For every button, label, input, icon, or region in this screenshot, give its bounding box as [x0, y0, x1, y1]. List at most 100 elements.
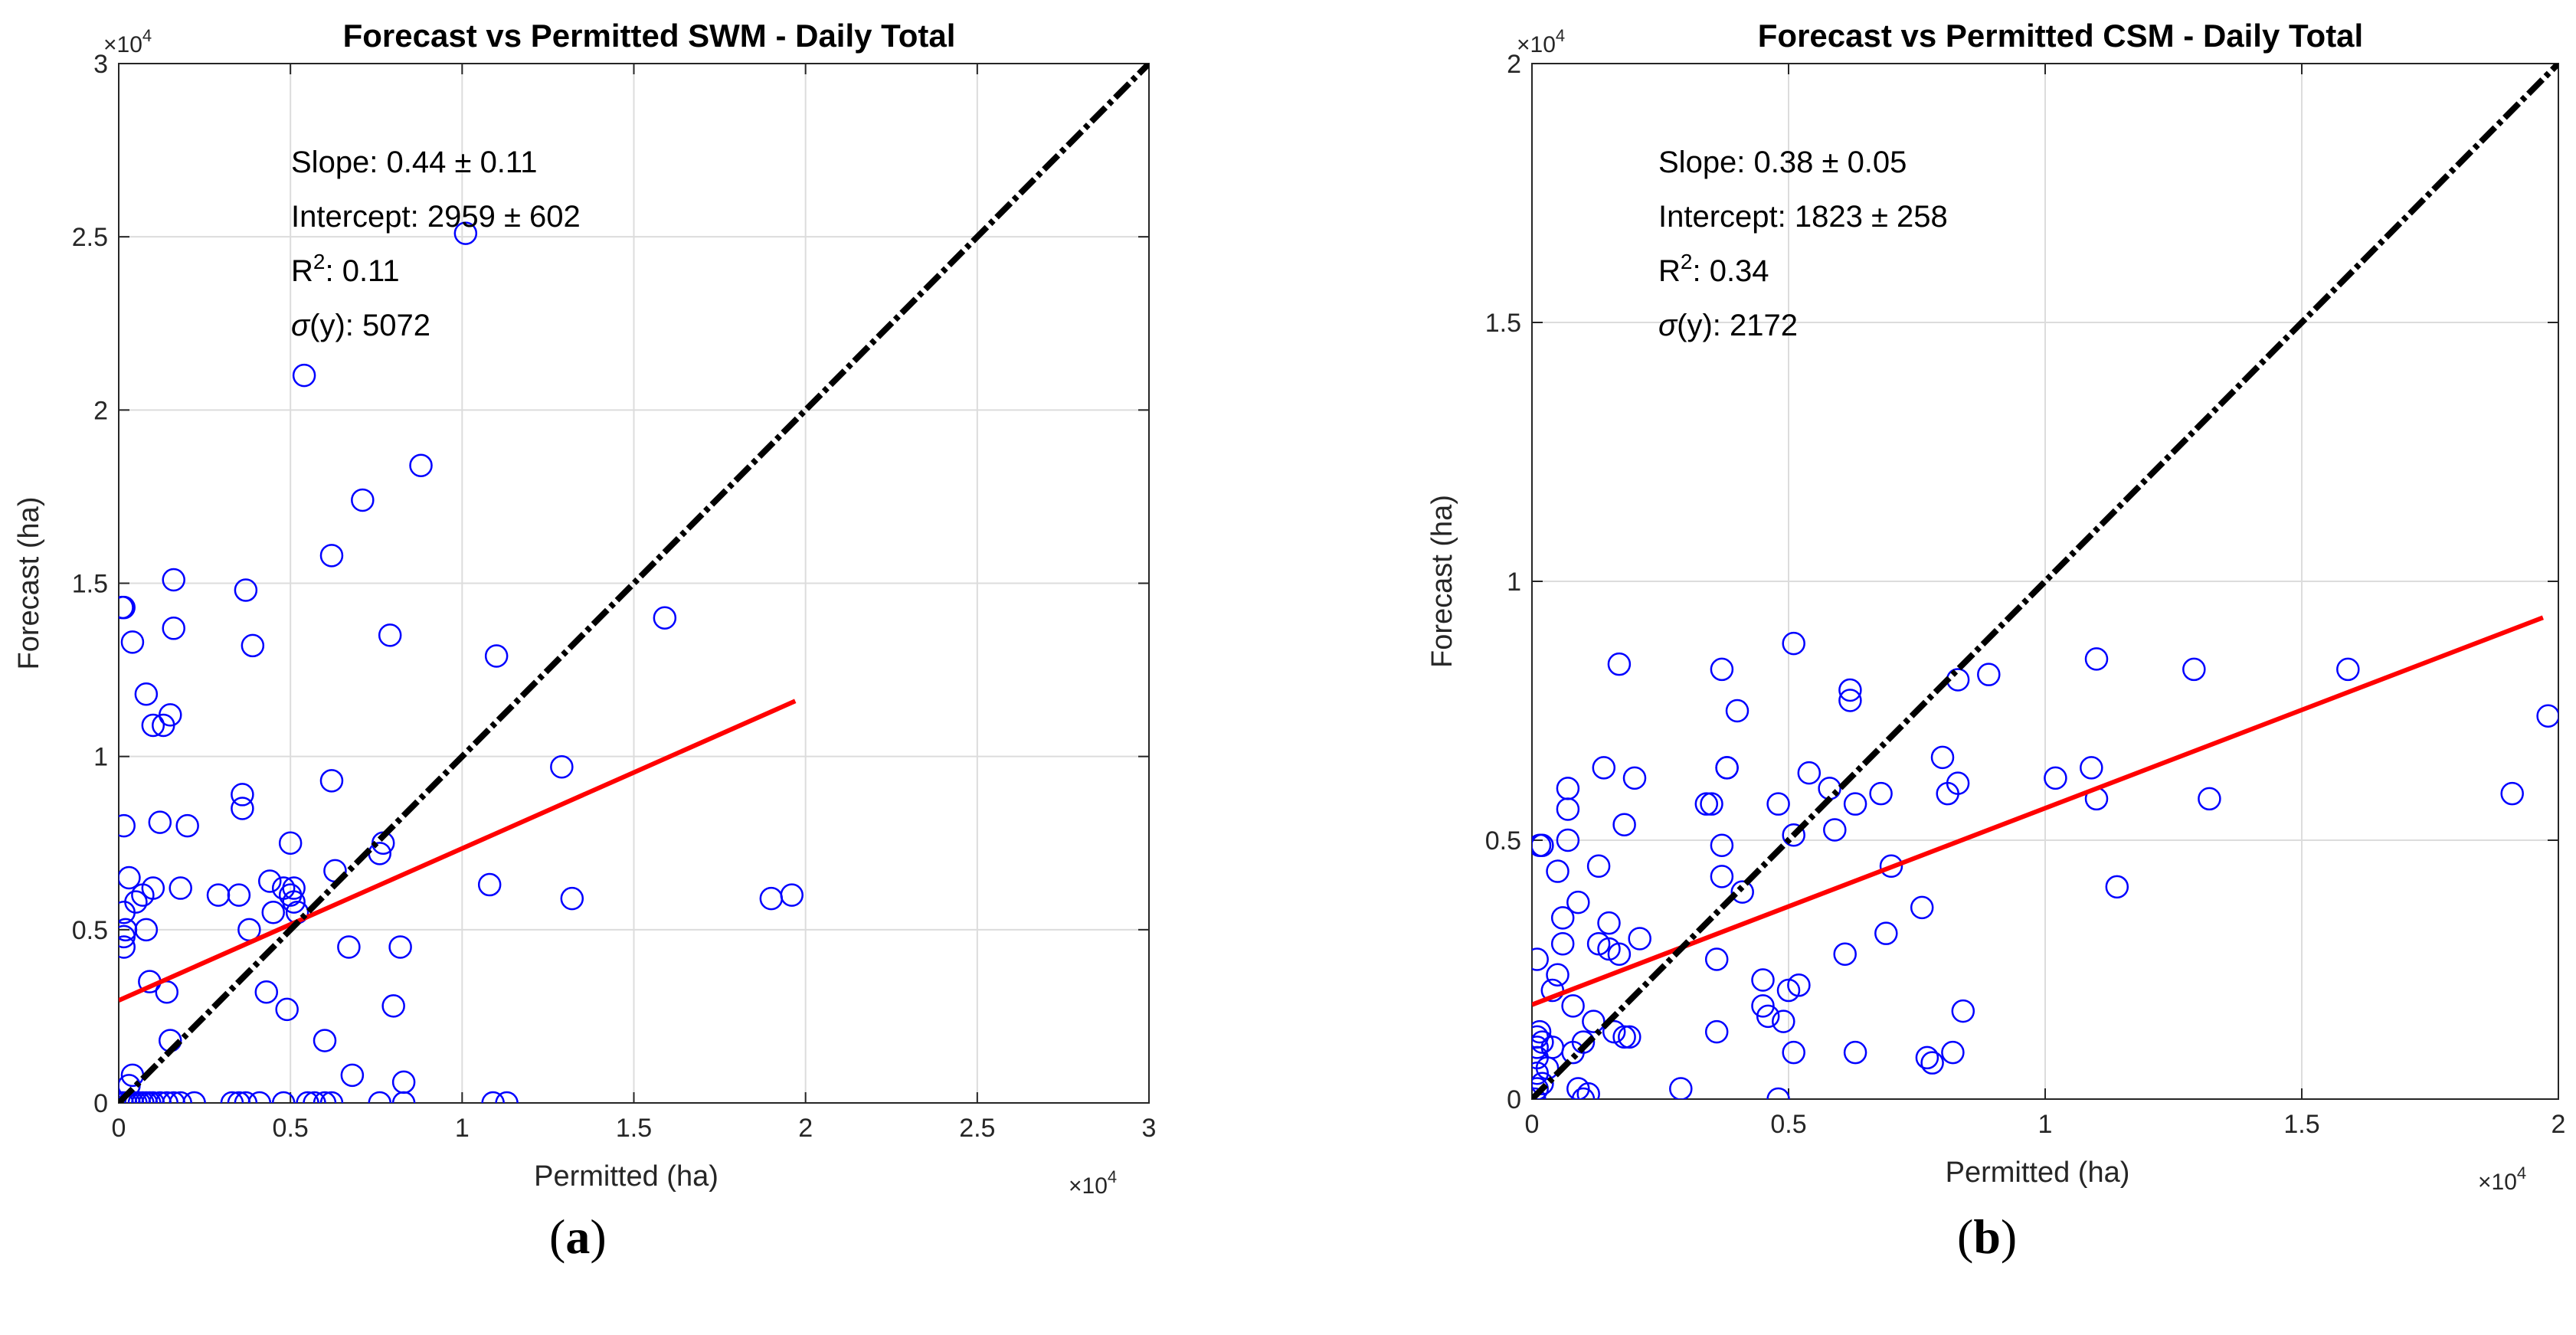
subfigure-label-a: (a)	[549, 1209, 607, 1264]
data-point	[1704, 947, 1729, 971]
data-point	[119, 595, 134, 620]
data-point	[141, 876, 165, 900]
data-layer	[1532, 64, 2558, 1099]
data-point	[2500, 781, 2524, 806]
data-point	[1941, 1040, 1965, 1065]
data-point	[1532, 947, 1549, 971]
y-tick-label: 1.5	[72, 570, 108, 599]
data-point	[148, 810, 172, 834]
data-point	[247, 1091, 272, 1103]
data-point	[560, 886, 584, 911]
data-point	[182, 1091, 206, 1103]
data-point	[134, 682, 159, 706]
data-point	[1787, 973, 1811, 997]
stat-slope: Slope: 0.44 ± 0.11	[291, 146, 537, 179]
data-point	[1782, 823, 1805, 847]
data-point	[278, 831, 303, 855]
data-point	[1833, 942, 1857, 966]
data-point	[2336, 657, 2360, 682]
stat-sigma: σ(y): 2172	[1658, 309, 1798, 342]
data-point	[1618, 1025, 1642, 1049]
data-point	[1730, 880, 1754, 904]
data-point	[1797, 761, 1822, 785]
stat-r-squared: R2: 0.34	[1658, 250, 1769, 288]
y-tick-label: 2.5	[72, 223, 108, 252]
data-point	[1550, 931, 1575, 956]
data-point	[1556, 797, 1580, 821]
data-point	[119, 813, 136, 838]
data-point	[162, 568, 185, 592]
data-point	[271, 1091, 296, 1103]
data-point	[1838, 678, 1862, 702]
data-point	[1874, 921, 1898, 945]
data-point	[234, 578, 258, 602]
data-point	[1669, 1077, 1693, 1099]
data-point	[2182, 657, 2206, 682]
data-point	[220, 1091, 244, 1103]
data-point	[1566, 1077, 1590, 1099]
data-point	[1879, 854, 1903, 879]
data-point	[1946, 771, 1970, 795]
data-point	[162, 617, 185, 640]
data-point	[1725, 699, 1750, 723]
data-point	[282, 876, 306, 900]
data-point	[780, 883, 804, 907]
y-tick-label: 1	[93, 743, 108, 772]
data-point	[1571, 1030, 1596, 1054]
data-point	[1532, 1019, 1552, 1044]
y-tick-label: 1.5	[1485, 309, 1521, 338]
data-point	[340, 1063, 365, 1088]
data-point	[231, 783, 254, 807]
chart-title: Forecast vs Permitted SWM - Daily Total	[343, 18, 956, 54]
data-point	[1838, 689, 1862, 712]
data-layer	[119, 64, 1149, 1103]
data-point	[453, 221, 478, 245]
identity-line	[119, 64, 1149, 1103]
data-point	[1571, 1087, 1596, 1099]
data-point	[275, 997, 299, 1022]
data-point	[1823, 818, 1847, 842]
y-tick-label: 2	[93, 396, 108, 425]
x-tick-label: 1.5	[616, 1114, 652, 1143]
data-point	[1612, 813, 1636, 836]
subfigure-letter-b: b	[1973, 1209, 2001, 1264]
data-point	[391, 1070, 416, 1095]
data-point	[1532, 833, 1554, 858]
data-point	[1869, 781, 1893, 806]
identity-line	[1532, 64, 2558, 1099]
data-point	[1710, 833, 1734, 858]
data-point	[1910, 895, 1934, 920]
y-tick-label: 3	[93, 50, 108, 79]
data-point	[319, 1091, 344, 1103]
x-tick-label: 2.5	[959, 1114, 995, 1143]
y-axis-multiplier: ×104	[103, 26, 152, 57]
stat-sigma: σ(y): 5072	[291, 309, 430, 342]
chart-title: Forecast vs Permitted CSM - Daily Total	[1758, 18, 2363, 54]
data-point	[481, 1091, 505, 1103]
data-point	[2084, 647, 2109, 671]
data-point	[1920, 1051, 1944, 1075]
data-point	[296, 1091, 319, 1103]
data-point	[254, 980, 279, 1004]
data-point	[409, 453, 433, 477]
data-point	[1951, 999, 1975, 1023]
data-point	[141, 713, 165, 738]
x-tick-label: 0	[1525, 1110, 1540, 1139]
x-tick-label: 0.5	[1770, 1110, 1806, 1139]
data-point	[1782, 631, 1805, 656]
stat-intercept: Intercept: 2959 ± 602	[291, 200, 581, 234]
y-axis-label: Forecast (ha)	[13, 497, 45, 670]
data-point	[477, 872, 502, 897]
data-point	[1532, 1036, 1549, 1059]
data-point	[313, 1029, 337, 1052]
y-tick-label: 1	[1507, 568, 1521, 597]
data-point	[1715, 756, 1739, 780]
data-point	[234, 1091, 258, 1103]
data-point	[1546, 963, 1569, 987]
x-axis-multiplier: ×104	[2478, 1163, 2526, 1195]
data-point	[134, 918, 159, 942]
data-point	[261, 900, 285, 924]
data-point	[303, 1091, 326, 1103]
data-point	[1597, 911, 1621, 935]
